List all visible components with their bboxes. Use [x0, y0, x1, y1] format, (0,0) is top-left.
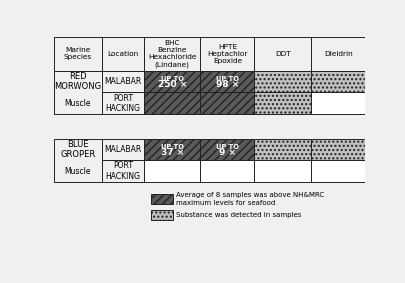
Text: BHC
Benzine
Hexachloride
(Lindane): BHC Benzine Hexachloride (Lindane): [148, 40, 196, 68]
Text: DDT: DDT: [275, 51, 291, 57]
Text: UP TO: UP TO: [216, 76, 239, 82]
Text: RED
MORWONG: RED MORWONG: [54, 72, 101, 91]
Text: 37 ×: 37 ×: [161, 148, 184, 157]
Bar: [54, 37, 102, 71]
Text: UP TO: UP TO: [216, 144, 239, 150]
Bar: [145, 160, 200, 182]
Text: UP TO: UP TO: [161, 144, 184, 150]
Bar: [102, 160, 145, 182]
Text: PORT
HACKING: PORT HACKING: [106, 94, 141, 113]
Text: MALABAR: MALABAR: [104, 77, 142, 86]
Text: Substance was detected in samples: Substance was detected in samples: [176, 211, 302, 218]
Bar: [311, 139, 365, 160]
Text: Average of 8 samples was above NH&MRC
maximum levels for seafood: Average of 8 samples was above NH&MRC ma…: [176, 192, 324, 206]
Bar: [200, 37, 254, 71]
Bar: [102, 93, 145, 114]
Bar: [311, 93, 365, 114]
Bar: [145, 139, 200, 160]
Bar: [254, 37, 311, 71]
Bar: [200, 139, 254, 160]
Text: Muscle: Muscle: [64, 166, 91, 175]
Bar: [254, 93, 311, 114]
Bar: [151, 194, 173, 204]
Text: MALABAR: MALABAR: [104, 145, 142, 154]
Bar: [254, 139, 311, 160]
Bar: [54, 139, 102, 182]
Bar: [200, 93, 254, 114]
Bar: [102, 139, 145, 160]
Bar: [145, 93, 200, 114]
Text: 9 ×: 9 ×: [219, 148, 236, 157]
Text: 250 ×: 250 ×: [158, 80, 187, 89]
Text: Location: Location: [107, 51, 139, 57]
Text: Marine
Species: Marine Species: [64, 48, 92, 61]
Text: BLUE
GROPER: BLUE GROPER: [60, 140, 95, 159]
Bar: [151, 209, 173, 220]
Text: UP TO: UP TO: [161, 76, 184, 82]
Bar: [311, 160, 365, 182]
Bar: [254, 160, 311, 182]
Bar: [200, 71, 254, 93]
Text: Muscle: Muscle: [64, 99, 91, 108]
Text: HPTE
Heptachlor
Epoxide: HPTE Heptachlor Epoxide: [207, 44, 247, 64]
Bar: [145, 71, 200, 93]
Bar: [200, 160, 254, 182]
Text: 98 ×: 98 ×: [216, 80, 239, 89]
Text: PORT
HACKING: PORT HACKING: [106, 161, 141, 181]
Bar: [102, 37, 145, 71]
Bar: [311, 71, 365, 93]
Bar: [102, 71, 145, 93]
Bar: [54, 71, 102, 114]
Text: Dieldrin: Dieldrin: [324, 51, 352, 57]
Bar: [311, 37, 365, 71]
Bar: [254, 71, 311, 93]
Bar: [145, 37, 200, 71]
